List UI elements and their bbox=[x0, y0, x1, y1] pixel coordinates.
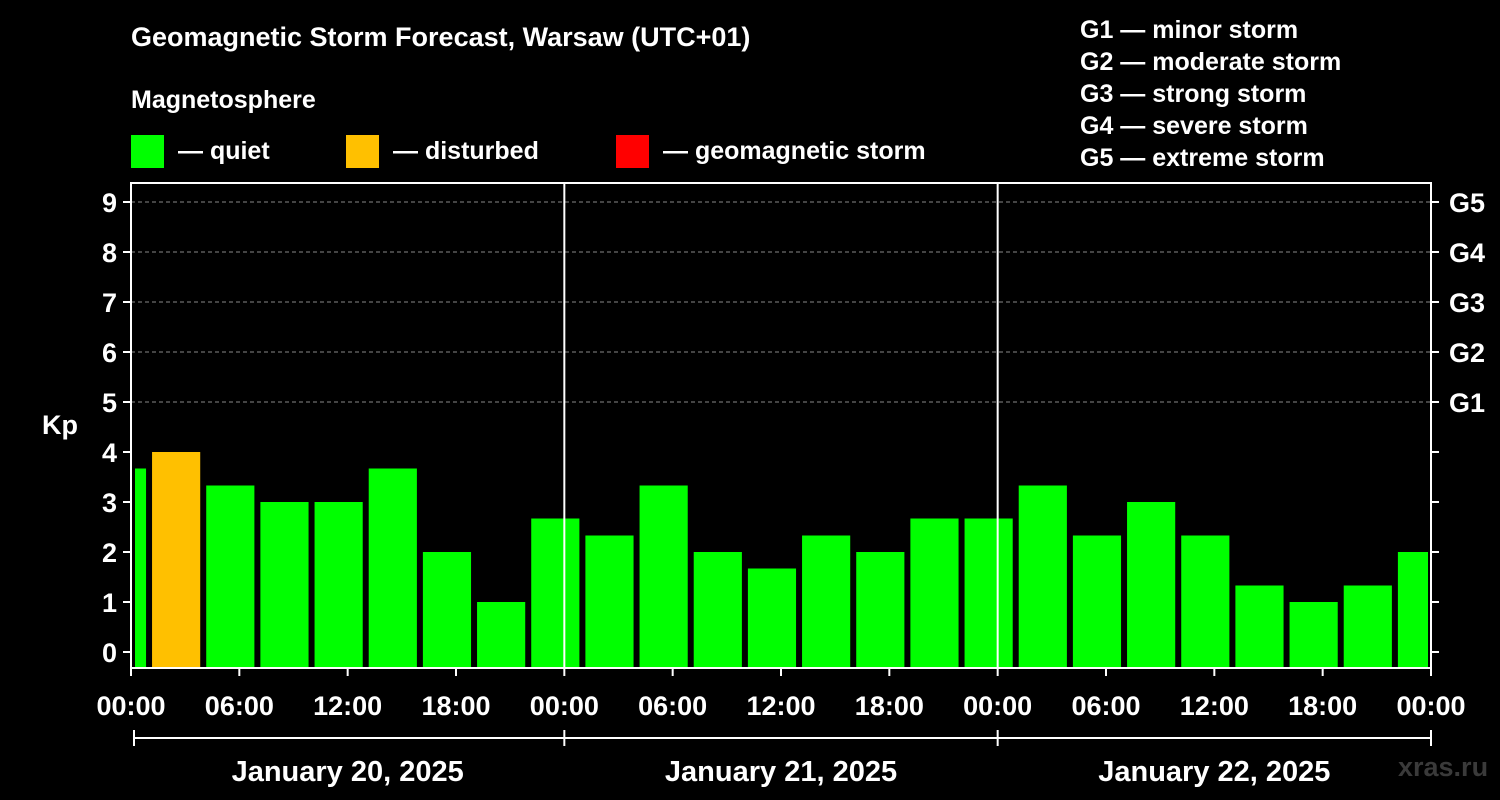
legend-item-storm: — geomagnetic storm bbox=[616, 134, 926, 168]
y-tick-label: 8 bbox=[102, 238, 117, 268]
y-tick-label: 4 bbox=[102, 438, 117, 468]
y-tick-label: 3 bbox=[102, 488, 117, 518]
kp-bar bbox=[422, 552, 472, 668]
storm-swatch bbox=[616, 134, 649, 168]
kp-bar bbox=[1235, 585, 1284, 668]
kp-bar bbox=[639, 485, 688, 668]
x-tick-label: 00:00 bbox=[96, 691, 165, 721]
y-axis-label: Kp bbox=[42, 410, 78, 440]
g-scale-label: G5 bbox=[1449, 188, 1485, 218]
x-tick-label: 18:00 bbox=[1288, 691, 1357, 721]
chart-title: Geomagnetic Storm Forecast, Warsaw (UTC+… bbox=[131, 22, 751, 52]
x-tick-label: 12:00 bbox=[313, 691, 382, 721]
y-tick-label: 5 bbox=[102, 388, 117, 418]
storm-scale-g1: G1 — minor storm bbox=[1080, 16, 1299, 44]
day-label: January 22, 2025 bbox=[1098, 756, 1330, 788]
g-scale-label: G1 bbox=[1449, 388, 1485, 418]
legend-label-disturbed: — disturbed bbox=[393, 136, 539, 165]
x-tick-label: 18:00 bbox=[421, 691, 490, 721]
y-tick-label: 9 bbox=[102, 188, 117, 218]
x-tick-label: 12:00 bbox=[1180, 691, 1249, 721]
kp-bar bbox=[693, 552, 742, 668]
quiet-swatch bbox=[131, 134, 164, 168]
kp-bar bbox=[135, 468, 147, 668]
y-tick-label: 1 bbox=[102, 588, 117, 618]
kp-bar bbox=[1072, 535, 1122, 668]
kp-bar bbox=[1018, 485, 1067, 668]
storm-scale-g3: G3 — strong storm bbox=[1080, 80, 1307, 108]
y-tick-label: 0 bbox=[102, 638, 117, 668]
kp-bar bbox=[206, 485, 255, 668]
g-scale-label: G3 bbox=[1449, 288, 1485, 318]
x-tick-label: 06:00 bbox=[1071, 691, 1140, 721]
x-tick-label: 00:00 bbox=[1396, 691, 1465, 721]
storm-scale-g5: G5 — extreme storm bbox=[1080, 144, 1325, 172]
storm-scale-g4: G4 — severe storm bbox=[1080, 112, 1308, 140]
kp-bar bbox=[856, 552, 905, 668]
kp-bar bbox=[477, 602, 526, 668]
storm-scale-legend: G1 — minor storm G2 — moderate storm G3 … bbox=[1080, 14, 1341, 174]
y-tick-label: 7 bbox=[102, 288, 117, 318]
kp-bar bbox=[964, 518, 1013, 668]
x-tick-label: 00:00 bbox=[530, 691, 599, 721]
x-tick-label: 06:00 bbox=[638, 691, 707, 721]
x-tick-label: 06:00 bbox=[205, 691, 274, 721]
legend-heading: Magnetosphere bbox=[131, 86, 316, 114]
day-label: January 21, 2025 bbox=[665, 756, 897, 788]
kp-bar bbox=[152, 452, 201, 668]
y-tick-label: 6 bbox=[102, 338, 117, 368]
storm-scale-g2: G2 — moderate storm bbox=[1080, 48, 1342, 76]
legend-item-disturbed: — disturbed bbox=[346, 134, 539, 168]
kp-bar bbox=[585, 535, 634, 668]
kp-bar bbox=[260, 502, 309, 668]
y-tick-label: 2 bbox=[102, 538, 117, 568]
legend-label-quiet: — quiet bbox=[178, 136, 270, 165]
x-tick-label: 18:00 bbox=[855, 691, 924, 721]
kp-bar bbox=[1289, 602, 1338, 668]
disturbed-swatch bbox=[346, 134, 379, 168]
x-tick-label: 12:00 bbox=[746, 691, 815, 721]
kp-bar bbox=[1397, 552, 1428, 668]
kp-bar bbox=[531, 518, 580, 668]
g-scale-label: G2 bbox=[1449, 338, 1485, 368]
x-tick-label: 00:00 bbox=[963, 691, 1032, 721]
kp-bar bbox=[314, 502, 363, 668]
kp-bar bbox=[368, 468, 417, 668]
legend-item-quiet: — quiet bbox=[131, 134, 270, 168]
kp-bar bbox=[1127, 502, 1176, 668]
g-scale-label: G4 bbox=[1449, 238, 1485, 268]
legend-label-storm: — geomagnetic storm bbox=[663, 136, 926, 165]
kp-bar bbox=[910, 518, 959, 668]
kp-bar bbox=[802, 535, 851, 668]
day-label: January 20, 2025 bbox=[232, 756, 464, 788]
kp-bar bbox=[1181, 535, 1230, 668]
kp-bar bbox=[747, 568, 797, 668]
watermark: xras.ru bbox=[1398, 752, 1489, 782]
kp-bar bbox=[1343, 585, 1392, 668]
